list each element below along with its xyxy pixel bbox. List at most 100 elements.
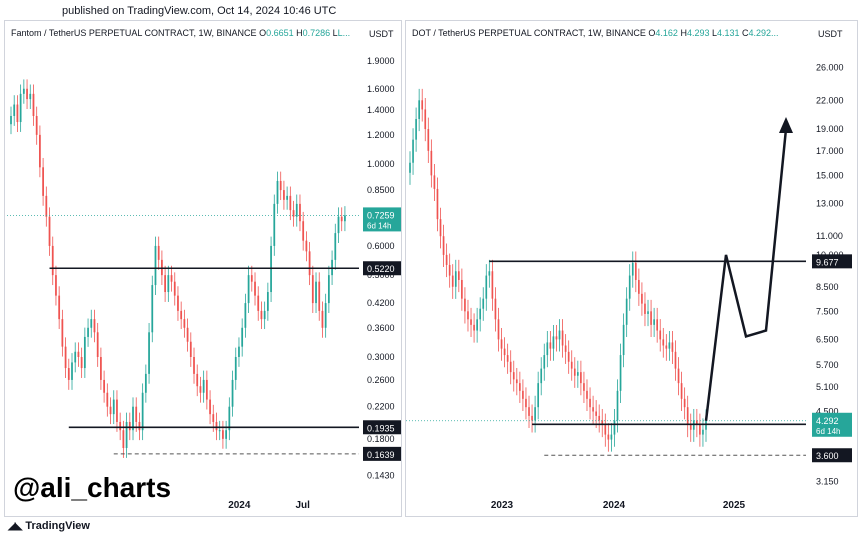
- x-tick-label: 2025: [723, 500, 746, 511]
- candle-body: [595, 411, 597, 416]
- candle-body: [58, 295, 61, 320]
- candle-body: [543, 355, 546, 369]
- candle-body: [61, 319, 64, 347]
- candle-body: [257, 295, 260, 311]
- y-tick-label: 0.6000: [367, 241, 395, 251]
- candle-body: [228, 406, 231, 431]
- candle-body: [48, 216, 51, 246]
- candle-body: [482, 298, 485, 309]
- candle-body: [497, 319, 500, 340]
- candle-body: [250, 275, 253, 282]
- candle-body: [215, 421, 218, 431]
- candle-body: [451, 275, 454, 287]
- y-tick-label: 0.3600: [367, 323, 395, 333]
- candle-body: [55, 275, 57, 296]
- projection-path: [704, 128, 788, 421]
- candle-body: [567, 351, 570, 362]
- candle-body: [151, 285, 154, 333]
- candle-body: [448, 264, 451, 276]
- candle-body: [321, 310, 324, 328]
- dot-chart-panel: DOT / TetherUS PERPETUAL CONTRACT, 1W, B…: [405, 20, 858, 517]
- candle-body: [193, 356, 195, 374]
- candle-body: [132, 406, 134, 431]
- candle-body: [494, 298, 497, 320]
- y-tick-label: 7.500: [816, 306, 839, 316]
- candle-body: [26, 88, 28, 100]
- candle-body: [344, 215, 346, 222]
- candle-body: [202, 379, 205, 393]
- candle-body: [531, 415, 533, 421]
- candle-body: [334, 233, 337, 260]
- candle-body: [71, 362, 73, 380]
- currency-label: USDT: [369, 29, 394, 39]
- candle-body: [106, 392, 109, 407]
- candle-body: [607, 434, 610, 440]
- candle-body: [247, 275, 250, 304]
- candle-body: [39, 134, 41, 168]
- candle-body: [580, 372, 582, 384]
- y-tick-label: 0.8500: [367, 185, 395, 195]
- candle-body: [138, 421, 141, 431]
- candle-body: [254, 281, 256, 296]
- candle-body: [616, 390, 619, 421]
- candle-body: [64, 346, 67, 369]
- candle-body: [668, 342, 671, 349]
- level-badge: [363, 446, 401, 461]
- candle-body: [135, 406, 138, 422]
- candle-body: [222, 430, 224, 439]
- candle-body: [500, 339, 503, 349]
- candle-body: [119, 421, 122, 431]
- publish-line: published on TradingView.com, Oct 14, 20…: [62, 5, 337, 17]
- x-tick-label: 2024: [228, 500, 251, 511]
- candle-body: [570, 361, 573, 369]
- candle-body: [167, 275, 170, 293]
- candle-body: [433, 175, 436, 189]
- watermark-text: @ali_charts: [13, 472, 171, 503]
- tradingview-brand-label: TradingView: [25, 520, 90, 532]
- candle-body: [589, 398, 591, 408]
- candle-body: [573, 368, 576, 376]
- candle-body: [318, 281, 321, 311]
- candle-body: [122, 430, 125, 449]
- candle-body: [189, 341, 192, 357]
- candle-body: [705, 420, 707, 430]
- candle-body: [625, 298, 628, 325]
- y-tick-label: 1.0000: [367, 159, 395, 169]
- candle-body: [680, 383, 683, 399]
- candle-body: [209, 399, 211, 415]
- level-badge: [363, 261, 401, 276]
- candle-body: [218, 430, 221, 432]
- candle-body: [29, 93, 32, 100]
- candle-body: [662, 339, 665, 346]
- candle-body: [93, 319, 96, 333]
- candle-body: [141, 392, 144, 431]
- candle-body: [650, 311, 652, 325]
- candle-body: [83, 336, 86, 369]
- candle-body: [196, 373, 199, 387]
- candle-body: [308, 251, 311, 276]
- candle-body: [295, 203, 298, 217]
- candle-body: [154, 245, 157, 286]
- candle-body: [32, 93, 35, 116]
- ohlc-h: 4.293: [687, 28, 712, 38]
- candle-body: [13, 104, 16, 116]
- candle-body: [276, 180, 279, 204]
- candle-body: [212, 414, 215, 422]
- candle-body: [457, 271, 460, 280]
- candle-body: [22, 88, 25, 94]
- candle-body: [302, 221, 305, 241]
- x-tick-label: 2023: [491, 500, 514, 511]
- candle-body: [67, 368, 70, 380]
- candle-body: [409, 162, 411, 173]
- candle-body: [491, 271, 494, 299]
- ohlc-o: 0.6651: [266, 28, 296, 38]
- y-tick-label: 5.100: [816, 382, 839, 392]
- y-tick-label: 3.150: [816, 476, 839, 486]
- candle-body: [528, 407, 530, 416]
- candle-body: [641, 293, 643, 304]
- tradingview-logo-icon: ◢◣: [8, 520, 22, 532]
- candle-body: [205, 379, 208, 400]
- candle-body: [564, 345, 567, 352]
- candle-body: [116, 399, 118, 422]
- level-label: 0.1639: [367, 450, 395, 460]
